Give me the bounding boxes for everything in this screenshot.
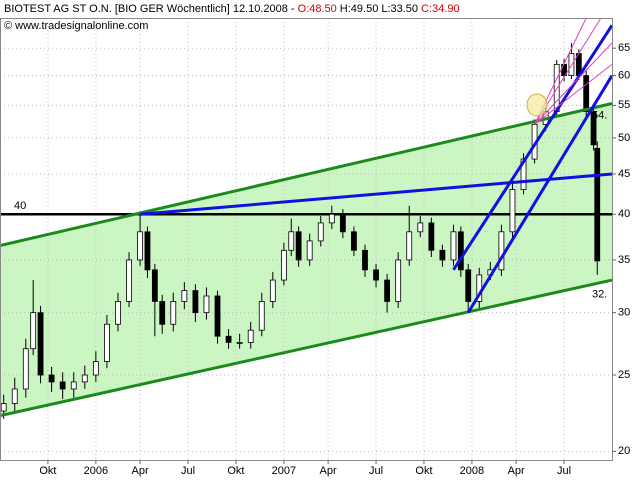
y-tick-label: 65 [618,42,630,54]
candle-body [406,231,413,261]
copyright: © www.tradesignalonline.com [4,20,148,32]
y-tick-label: 40 [618,208,630,220]
header-open: O:48.50 [298,3,337,15]
plot-area: 40 54. 32. [0,17,614,460]
candle-body [236,342,243,344]
x-tick-label: Okt [227,465,244,477]
x-tick-label: Okt [415,465,432,477]
candle-body [583,75,590,113]
candle-body [384,279,391,302]
candle-body [30,312,37,350]
trend-line [139,172,613,216]
candle-body [22,348,29,390]
candle-body [126,259,132,302]
candle-body [417,222,424,233]
channel-fill [0,103,612,416]
candle-body [247,329,254,343]
candle-body [59,381,66,390]
candle-body [70,381,77,390]
candle-body [362,249,368,271]
candle-body [457,231,464,271]
candle-body [225,335,232,343]
candle-body [144,231,151,271]
trend-line [534,63,613,125]
candle-body [37,312,44,376]
x-tick-label: 2007 [272,465,296,477]
trend-line [0,102,613,248]
horizontal-line-label: 40 [14,200,26,212]
y-tick-label: 25 [618,369,630,381]
trend-line [452,24,614,271]
x-tick-label: Apr [132,465,149,477]
x-tick-label: Jul [369,465,383,477]
x-tick-label: 2006 [84,465,108,477]
candle-body [151,269,158,302]
y-tick-label: 30 [618,307,630,319]
candle-body [192,290,199,314]
y-tick-label: 55 [618,99,630,111]
y-tick-label: 45 [618,168,630,180]
candle-body [509,189,516,233]
x-tick-label: Apr [320,465,337,477]
candle-body [11,388,18,404]
highlight-circle [526,93,548,117]
candle-body [92,361,99,376]
candle-body [288,231,295,251]
candle-body [439,249,446,261]
candle-body [48,374,55,383]
candle-body [373,269,379,281]
candle-body [395,259,402,302]
candle-body [465,269,472,302]
candle-body [450,231,457,261]
candle-body [498,231,505,271]
candle-body [339,213,346,233]
header-close: C:34.90 [421,3,460,15]
y-tick-label: 20 [618,445,630,457]
trend-line [0,278,613,418]
candle-body [306,240,313,261]
header: BIOTEST AG ST O.N. [BIO GER Wöchentlich]… [4,3,460,15]
candle-body [137,231,143,261]
x-tick-label: 2008 [460,465,484,477]
x-tick-label: Apr [508,465,525,477]
price-label: 32. [592,288,607,300]
candle-body [104,323,110,363]
candle-body [203,295,210,314]
x-tick-label: Jul [557,465,571,477]
candle-body [317,222,324,242]
plot-frame [0,18,613,461]
y-tick-label: 50 [618,132,630,144]
candle-body [553,63,560,113]
candle-body [295,231,302,261]
y-tick-label: 35 [618,254,630,266]
candle-body [0,403,7,412]
candle-body [351,231,357,251]
header-high: H:49.50 [340,3,379,15]
candle-body [181,290,188,302]
candle-body [280,249,287,281]
x-tick-label: Jul [181,465,195,477]
candle-body [594,147,601,262]
candle-body [328,213,335,224]
candle-body [115,301,121,325]
candle-body [428,222,435,251]
y-tick-label: 60 [618,69,630,81]
candle-body [170,301,177,325]
price-label: 54. [592,110,607,122]
candle-body [214,295,221,337]
candle-body [258,301,265,331]
header-low: L:33.50 [381,3,418,15]
trend-line [466,74,614,314]
candle-body [590,111,597,146]
header-name: BIOTEST AG ST O.N. [BIO GER Wöchentlich]… [4,3,298,15]
candle-body [159,301,166,325]
x-tick-label: Okt [39,465,56,477]
candle-body [269,279,276,302]
candle-body [81,374,88,383]
trend-line [534,42,613,125]
